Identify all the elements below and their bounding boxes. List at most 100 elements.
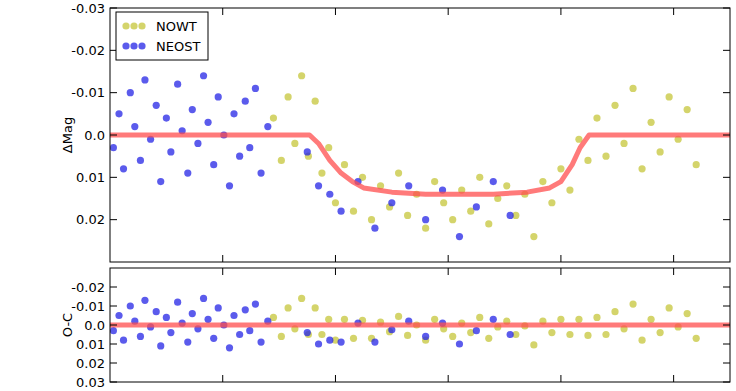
- data-point: [163, 314, 170, 321]
- data-point: [507, 212, 514, 219]
- x-tick: [448, 255, 449, 262]
- data-point: [456, 233, 463, 240]
- y-tick-label: 0.02: [76, 212, 105, 227]
- data-point: [684, 106, 691, 113]
- data-point: [341, 316, 348, 323]
- data-point: [548, 199, 555, 206]
- x-tick: [222, 268, 223, 275]
- legend-marker: [122, 22, 129, 29]
- data-point: [252, 301, 259, 308]
- data-point: [318, 170, 325, 177]
- y-tick-label: -0.02: [71, 43, 105, 58]
- y-tick: [110, 344, 117, 345]
- data-point: [215, 93, 222, 100]
- y-tick: [723, 287, 730, 288]
- data-point: [312, 98, 319, 105]
- data-point: [693, 335, 700, 342]
- data-point: [110, 144, 117, 151]
- y-axis-label: O-C: [60, 313, 75, 337]
- frame: [110, 8, 730, 262]
- data-point: [449, 216, 456, 223]
- data-point: [404, 332, 411, 339]
- data-point: [602, 153, 609, 160]
- y-tick: [723, 325, 730, 326]
- y-tick-label: 0.03: [76, 375, 105, 390]
- legend-box: [116, 12, 208, 60]
- data-point: [638, 165, 645, 172]
- data-point: [141, 297, 148, 304]
- plot-area: [110, 72, 730, 240]
- data-point: [337, 208, 344, 215]
- y-tick: [723, 92, 730, 93]
- legend-label: NEOST: [156, 39, 200, 54]
- data-point: [620, 140, 627, 147]
- data-point: [189, 106, 196, 113]
- x-tick: [673, 375, 674, 382]
- data-point: [115, 312, 122, 319]
- data-point: [285, 93, 292, 100]
- data-point: [611, 102, 618, 109]
- data-point: [395, 313, 402, 320]
- data-point: [602, 331, 609, 338]
- data-point: [404, 212, 411, 219]
- x-tick: [560, 268, 561, 275]
- data-point: [566, 186, 573, 193]
- data-point: [230, 312, 237, 319]
- data-point: [285, 304, 292, 311]
- x-tick: [448, 268, 449, 275]
- y-tick-label: 0.01: [76, 337, 105, 352]
- data-point: [647, 119, 654, 126]
- data-point: [174, 299, 181, 306]
- legend-marker: [138, 22, 145, 29]
- data-point: [490, 178, 497, 185]
- data-point: [693, 161, 700, 168]
- y-tick: [110, 325, 117, 326]
- data-point: [226, 182, 233, 189]
- x-tick: [673, 8, 674, 15]
- data-point: [371, 225, 378, 232]
- data-point: [405, 182, 412, 189]
- y-tick: [723, 382, 730, 383]
- data-point: [350, 335, 357, 342]
- data-point: [278, 333, 285, 340]
- data-point: [167, 329, 174, 336]
- data-point: [371, 339, 378, 346]
- data-point: [226, 344, 233, 351]
- y-tick: [723, 8, 730, 9]
- y-tick: [723, 135, 730, 136]
- legend-label: NOWT: [156, 19, 197, 34]
- data-point: [312, 304, 319, 311]
- data-point: [215, 304, 222, 311]
- y-tick-label: 0.0: [84, 318, 105, 333]
- y-tick: [723, 50, 730, 51]
- data-point: [236, 331, 243, 338]
- data-point: [127, 89, 134, 96]
- data-point: [325, 144, 332, 151]
- y-tick-label: -0.03: [71, 1, 105, 16]
- data-point: [593, 314, 600, 321]
- data-point: [337, 339, 344, 346]
- data-point: [431, 178, 438, 185]
- data-point: [120, 165, 127, 172]
- data-point: [153, 308, 160, 315]
- data-point: [194, 140, 201, 147]
- y-tick: [723, 219, 730, 220]
- data-point: [157, 178, 164, 185]
- x-tick: [222, 8, 223, 15]
- data-point: [566, 331, 573, 338]
- data-point: [684, 310, 691, 317]
- y-tick-label: 0.02: [76, 356, 105, 371]
- x-tick: [222, 255, 223, 262]
- x-tick: [673, 268, 674, 275]
- data-point: [584, 332, 591, 339]
- data-point: [629, 85, 636, 92]
- data-point: [485, 335, 492, 342]
- data-point: [449, 333, 456, 340]
- data-point: [657, 329, 664, 336]
- data-point: [575, 316, 582, 323]
- data-point: [298, 295, 305, 302]
- x-tick: [335, 375, 336, 382]
- data-point: [257, 339, 264, 346]
- data-point: [200, 72, 207, 79]
- data-point: [200, 295, 207, 302]
